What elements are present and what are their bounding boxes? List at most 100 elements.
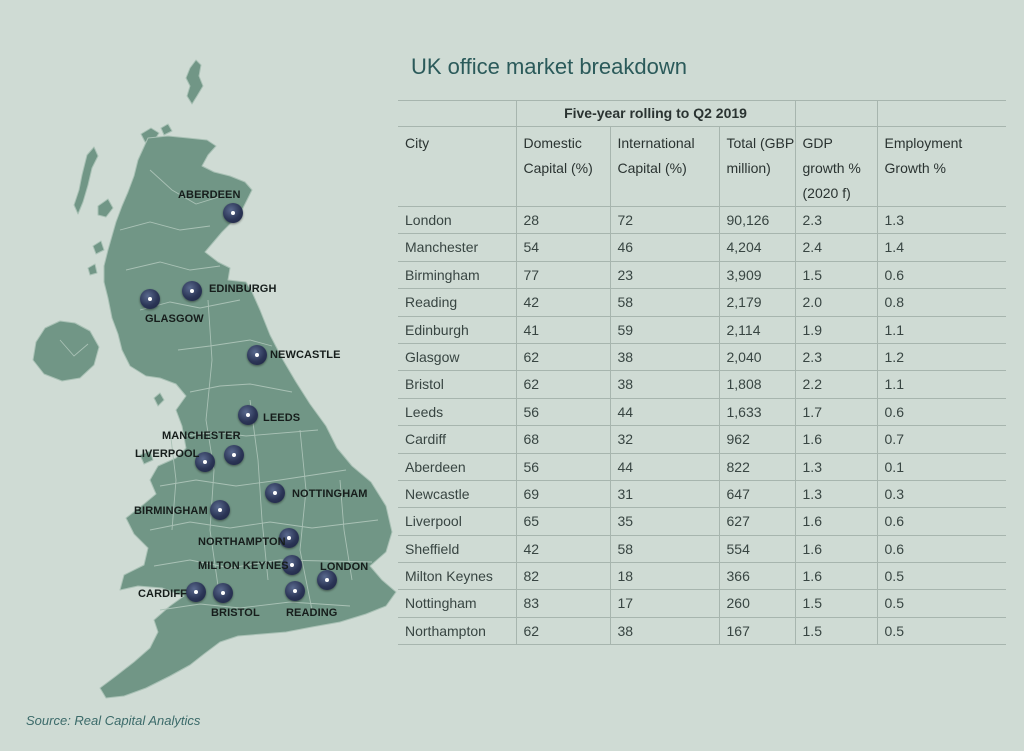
table-row: Northampton 62 38 167 1.5 0.5 (398, 617, 1007, 646)
cell-city: Leeds (398, 398, 516, 427)
cell-employment: 0.5 (876, 589, 1007, 618)
inner-hebrides-skye (87, 198, 114, 276)
bristol-marker[interactable] (213, 583, 233, 603)
table-row: Leeds 56 44 1,633 1.7 0.6 (398, 398, 1007, 427)
table-body: London 28 72 90,126 2.3 1.3 Manchester 54 46 4,20… (398, 206, 1007, 646)
table-row: Bristol 62 38 1,808 2.2 1.1 (398, 370, 1007, 399)
cell-employment: 1.3 (876, 206, 1007, 235)
northampton-marker[interactable] (279, 528, 299, 548)
cell-city: Manchester (398, 233, 516, 262)
cell-employment: 0.6 (876, 507, 1007, 536)
isle-of-man (153, 392, 165, 407)
cell-city: Liverpool (398, 507, 516, 536)
aberdeen-marker[interactable] (223, 203, 243, 223)
birmingham-marker[interactable] (210, 500, 230, 520)
cell-total: 962 (718, 425, 796, 454)
newcastle-label: NEWCASTLE (270, 349, 341, 361)
birmingham-label: BIRMINGHAM (134, 505, 208, 517)
column-header-gdp-growth: GDP growth % (2020 f) (794, 126, 878, 207)
table-row: Cardiff 68 32 962 1.6 0.7 (398, 425, 1007, 454)
cell-gdp: 2.2 (794, 370, 878, 399)
cell-city: Sheffield (398, 535, 516, 564)
cell-international: 35 (609, 507, 719, 536)
anglesey (139, 450, 154, 465)
manchester-marker[interactable] (224, 445, 244, 465)
leeds-marker[interactable] (238, 405, 258, 425)
cell-international: 59 (609, 316, 719, 344)
group-header-five-year: Five-year rolling to Q2 2019 (515, 100, 796, 127)
column-header-domestic-capital: Domestic Capital (%) (515, 126, 610, 207)
cell-total: 1,808 (718, 370, 796, 399)
shetland-islands (185, 59, 204, 105)
cell-total: 2,040 (718, 343, 796, 372)
london-marker[interactable] (317, 570, 337, 590)
group-header-spacer (398, 100, 516, 127)
table-row: Milton Keynes 82 18 366 1.6 0.5 (398, 562, 1007, 591)
table-row: Manchester 54 46 4,204 2.4 1.4 (398, 233, 1007, 262)
cell-employment: 0.8 (876, 288, 1007, 317)
cell-total: 554 (718, 535, 796, 564)
cell-international: 17 (609, 589, 719, 618)
table-row: Birmingham 77 23 3,909 1.5 0.6 (398, 261, 1007, 290)
cell-domestic: 54 (515, 233, 610, 262)
milton-keynes-marker[interactable] (282, 555, 302, 575)
edinburgh-marker[interactable] (182, 281, 202, 301)
cell-total: 2,114 (718, 316, 796, 344)
cell-domestic: 62 (515, 617, 610, 646)
northampton-label: NORTHAMPTON (198, 536, 286, 548)
cell-international: 38 (609, 617, 719, 646)
cell-total: 1,633 (718, 398, 796, 427)
cardiff-marker[interactable] (186, 582, 206, 602)
nottingham-label: NOTTINGHAM (292, 488, 368, 500)
cell-total: 167 (718, 617, 796, 646)
cell-domestic: 56 (515, 453, 610, 481)
column-header-employment-growth: Employment Growth % (876, 126, 1007, 207)
cell-gdp: 1.5 (794, 589, 878, 618)
group-header-spacer (794, 100, 878, 127)
table-row: Reading 42 58 2,179 2.0 0.8 (398, 288, 1007, 317)
cell-total: 90,126 (718, 206, 796, 235)
london-label: LONDON (320, 561, 369, 573)
newcastle-marker[interactable] (247, 345, 267, 365)
cell-total: 2,179 (718, 288, 796, 317)
table-row: Sheffield 42 58 554 1.6 0.6 (398, 535, 1007, 564)
cell-domestic: 62 (515, 370, 610, 399)
uk-map-shapes (32, 59, 397, 699)
cell-total: 627 (718, 507, 796, 536)
cell-domestic: 83 (515, 589, 610, 618)
cell-gdp: 1.6 (794, 425, 878, 454)
table-row: Liverpool 65 35 627 1.6 0.6 (398, 507, 1007, 536)
cell-gdp: 2.3 (794, 206, 878, 235)
cell-gdp: 1.7 (794, 398, 878, 427)
cell-international: 72 (609, 206, 719, 235)
cell-international: 44 (609, 398, 719, 427)
cell-employment: 0.6 (876, 261, 1007, 290)
table-row: London 28 72 90,126 2.3 1.3 (398, 206, 1007, 235)
table-row: Glasgow 62 38 2,040 2.3 1.2 (398, 343, 1007, 372)
cell-employment: 0.1 (876, 453, 1007, 481)
cell-employment: 0.6 (876, 535, 1007, 564)
column-header-total: Total (GBP million) (718, 126, 796, 207)
column-header-city: City (398, 126, 516, 207)
cell-employment: 0.5 (876, 562, 1007, 591)
liverpool-marker[interactable] (195, 452, 215, 472)
cell-city: Bristol (398, 370, 516, 399)
glasgow-marker[interactable] (140, 289, 160, 309)
cell-employment: 0.7 (876, 425, 1007, 454)
nottingham-marker[interactable] (265, 483, 285, 503)
cell-gdp: 2.4 (794, 233, 878, 262)
cell-domestic: 65 (515, 507, 610, 536)
reading-marker[interactable] (285, 581, 305, 601)
cardiff-label: CARDIFF (138, 588, 187, 600)
cell-city: London (398, 206, 516, 235)
cell-total: 260 (718, 589, 796, 618)
table-row: Edinburgh 41 59 2,114 1.9 1.1 (398, 316, 1007, 344)
office-market-table-container: Five-year rolling to Q2 2019 City Domest… (398, 100, 1007, 646)
cell-city: Newcastle (398, 480, 516, 509)
cell-international: 32 (609, 425, 719, 454)
table-row: Newcastle 69 31 647 1.3 0.3 (398, 480, 1007, 509)
cell-international: 58 (609, 288, 719, 317)
cell-gdp: 2.0 (794, 288, 878, 317)
group-header-spacer (876, 100, 1007, 127)
cell-domestic: 69 (515, 480, 610, 509)
